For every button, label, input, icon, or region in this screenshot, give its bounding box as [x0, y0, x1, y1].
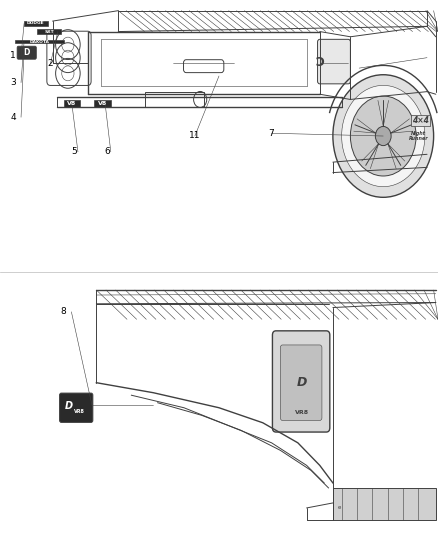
- Polygon shape: [333, 488, 436, 520]
- Text: 4×4: 4×4: [412, 116, 429, 125]
- Text: V8: V8: [98, 101, 107, 106]
- Circle shape: [375, 126, 391, 146]
- FancyBboxPatch shape: [94, 100, 111, 107]
- Text: 8: 8: [60, 308, 67, 316]
- Text: 3: 3: [10, 78, 16, 87]
- Text: 11: 11: [189, 132, 201, 140]
- FancyBboxPatch shape: [24, 21, 48, 26]
- FancyBboxPatch shape: [15, 40, 64, 43]
- Text: 2: 2: [48, 60, 53, 68]
- FancyBboxPatch shape: [280, 345, 322, 421]
- FancyBboxPatch shape: [64, 100, 80, 107]
- Circle shape: [350, 96, 416, 176]
- Text: DODGE: DODGE: [27, 21, 45, 26]
- FancyBboxPatch shape: [318, 39, 350, 84]
- Text: D: D: [297, 376, 307, 389]
- Circle shape: [333, 75, 434, 197]
- Text: 4: 4: [11, 113, 16, 122]
- Text: V8: V8: [67, 101, 77, 106]
- FancyBboxPatch shape: [37, 29, 61, 34]
- FancyBboxPatch shape: [17, 46, 36, 59]
- Text: e: e: [338, 505, 341, 511]
- Text: D: D: [65, 401, 73, 411]
- Text: VR8: VR8: [74, 409, 85, 414]
- Text: SXT: SXT: [44, 29, 54, 34]
- Text: 5: 5: [71, 148, 78, 156]
- Text: D: D: [24, 48, 30, 57]
- FancyBboxPatch shape: [60, 393, 93, 422]
- Text: VR8: VR8: [295, 410, 309, 415]
- Text: DAKOTA: DAKOTA: [29, 40, 49, 44]
- Text: 7: 7: [268, 129, 275, 138]
- Text: 6: 6: [104, 148, 110, 156]
- Text: Ͻ: Ͻ: [315, 56, 324, 69]
- Text: 1: 1: [10, 52, 16, 60]
- FancyBboxPatch shape: [272, 331, 330, 432]
- Text: Night
Runner: Night Runner: [409, 131, 428, 141]
- Circle shape: [342, 85, 425, 187]
